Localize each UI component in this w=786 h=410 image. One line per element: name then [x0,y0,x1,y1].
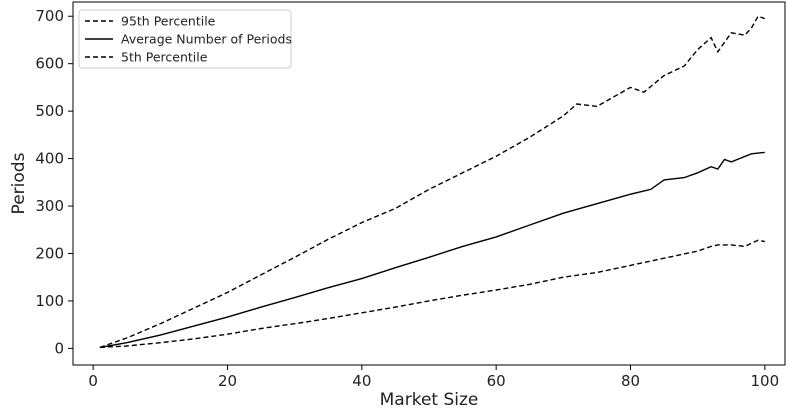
x-tick-label: 20 [218,372,237,390]
legend-entries: 95th Percentile Average Number of Periods… [85,14,292,65]
y-tick-label: 500 [35,102,64,120]
legend-label-2: Average Number of Periods [121,32,292,47]
y-tick-label: 400 [35,150,64,168]
y-tick-label: 200 [35,244,64,262]
plot-lines [99,15,766,349]
x-tick-label: 100 [751,372,780,390]
x-tick-label: 80 [621,372,640,390]
series-line-1 [99,15,766,349]
series-line-3 [99,239,765,349]
y-tick-label: 300 [35,197,64,215]
x-tick-label: 60 [487,372,506,390]
series-line-2 [99,151,765,349]
y-axis-label: Periods [9,152,29,214]
y-tick-label: 100 [35,292,64,310]
plot-frame [72,1,786,366]
y-axis-ticks: 0 100 200 300 400 500 600 700 [35,7,73,357]
y-tick-label: 0 [54,339,64,357]
y-tick-label: 600 [35,55,64,73]
x-tick-label: 40 [352,372,371,390]
x-tick-label: 0 [88,372,98,390]
legend: 95th Percentile Average Number of Periods… [78,9,292,69]
legend-label-3: 5th Percentile [121,50,208,65]
x-axis-ticks: 0 20 40 60 80 100 [88,365,779,390]
legend-box [78,9,292,69]
legend-label-1: 95th Percentile [121,14,216,29]
y-tick-label: 700 [35,7,64,25]
x-axis-label: Market Size [380,390,479,410]
